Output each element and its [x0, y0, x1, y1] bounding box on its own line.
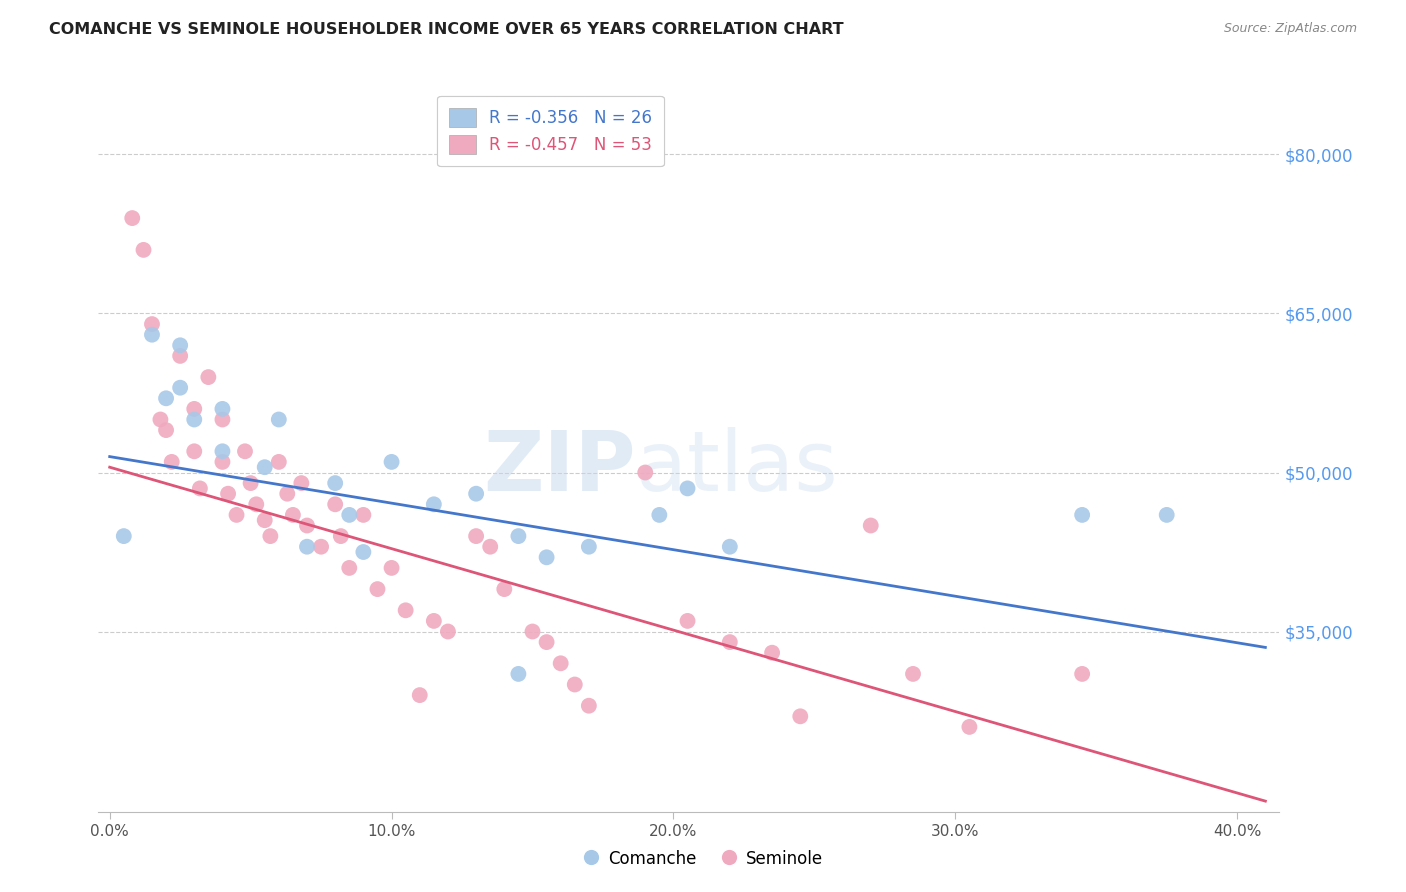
Point [789, 709, 811, 723]
Text: COMANCHE VS SEMINOLE HOUSEHOLDER INCOME OVER 65 YEARS CORRELATION CHART: COMANCHE VS SEMINOLE HOUSEHOLDER INCOME … [49, 22, 844, 37]
Point [409, 688, 432, 702]
Point [183, 444, 205, 458]
Point [337, 561, 360, 575]
Point [295, 518, 318, 533]
Point [267, 412, 290, 426]
Point [465, 486, 488, 500]
Point [536, 550, 558, 565]
Point [217, 486, 239, 500]
Point [479, 540, 502, 554]
Point [323, 497, 346, 511]
Point [564, 677, 586, 691]
Point [290, 476, 312, 491]
Point [253, 513, 276, 527]
Point [160, 455, 183, 469]
Point [366, 582, 388, 596]
Point [281, 508, 304, 522]
Point [1071, 508, 1094, 522]
Point [522, 624, 544, 639]
Point [211, 401, 233, 416]
Point [536, 635, 558, 649]
Point [423, 497, 446, 511]
Point [183, 412, 205, 426]
Point [380, 561, 402, 575]
Point [494, 582, 516, 596]
Point [957, 720, 980, 734]
Point [211, 455, 233, 469]
Text: atlas: atlas [636, 427, 838, 508]
Point [718, 540, 741, 554]
Point [423, 614, 446, 628]
Point [761, 646, 783, 660]
Point [197, 370, 219, 384]
Legend: Comanche, Seminole: Comanche, Seminole [576, 844, 830, 875]
Point [323, 476, 346, 491]
Point [437, 624, 460, 639]
Point [295, 540, 318, 554]
Point [337, 508, 360, 522]
Point [155, 423, 177, 437]
Point [1071, 667, 1094, 681]
Point [121, 211, 143, 225]
Point [718, 635, 741, 649]
Point [233, 444, 256, 458]
Point [155, 392, 177, 406]
Point [276, 486, 298, 500]
Legend: R = -0.356   N = 26, R = -0.457   N = 53: R = -0.356 N = 26, R = -0.457 N = 53 [437, 96, 664, 166]
Point [352, 545, 374, 559]
Point [141, 327, 163, 342]
Point [211, 412, 233, 426]
Point [508, 667, 530, 681]
Point [329, 529, 352, 543]
Point [253, 460, 276, 475]
Point [634, 466, 657, 480]
Point [188, 482, 211, 496]
Point [132, 243, 155, 257]
Point [550, 657, 572, 671]
Point [380, 455, 402, 469]
Point [859, 518, 882, 533]
Text: ZIP: ZIP [484, 427, 636, 508]
Point [239, 476, 262, 491]
Point [259, 529, 281, 543]
Point [183, 401, 205, 416]
Point [578, 698, 600, 713]
Text: Source: ZipAtlas.com: Source: ZipAtlas.com [1223, 22, 1357, 36]
Point [225, 508, 247, 522]
Point [245, 497, 267, 511]
Point [169, 349, 191, 363]
Point [648, 508, 671, 522]
Point [465, 529, 488, 543]
Point [169, 381, 191, 395]
Point [141, 317, 163, 331]
Point [1156, 508, 1178, 522]
Point [169, 338, 191, 352]
Point [267, 455, 290, 469]
Point [901, 667, 924, 681]
Point [149, 412, 172, 426]
Point [508, 529, 530, 543]
Point [352, 508, 374, 522]
Point [211, 444, 233, 458]
Point [309, 540, 332, 554]
Point [676, 482, 699, 496]
Point [676, 614, 699, 628]
Point [578, 540, 600, 554]
Point [112, 529, 135, 543]
Point [395, 603, 418, 617]
